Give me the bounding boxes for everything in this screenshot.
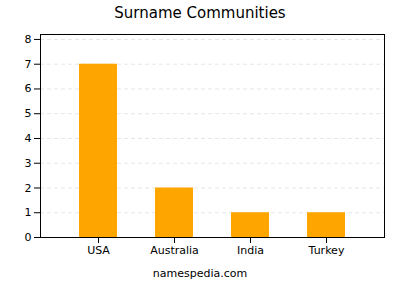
svg-text:USA: USA bbox=[87, 244, 110, 257]
svg-text:4: 4 bbox=[25, 132, 32, 145]
svg-text:5: 5 bbox=[25, 107, 32, 120]
svg-text:3: 3 bbox=[25, 157, 32, 170]
html-text:namespedia.com: namespedia.com bbox=[152, 267, 248, 280]
svg-text:6: 6 bbox=[25, 82, 32, 95]
svg-text:8: 8 bbox=[25, 33, 32, 46]
svg-text:7: 7 bbox=[25, 58, 32, 71]
svg-text:2: 2 bbox=[25, 182, 32, 195]
svg-text:Turkey: Turkey bbox=[308, 244, 345, 257]
html-text:Surname Communities: Surname Communities bbox=[114, 4, 286, 22]
svg-text:India: India bbox=[237, 244, 264, 257]
svg-text:0: 0 bbox=[25, 231, 32, 244]
svg-text:Australia: Australia bbox=[150, 244, 199, 257]
svg-text:1: 1 bbox=[25, 206, 32, 219]
